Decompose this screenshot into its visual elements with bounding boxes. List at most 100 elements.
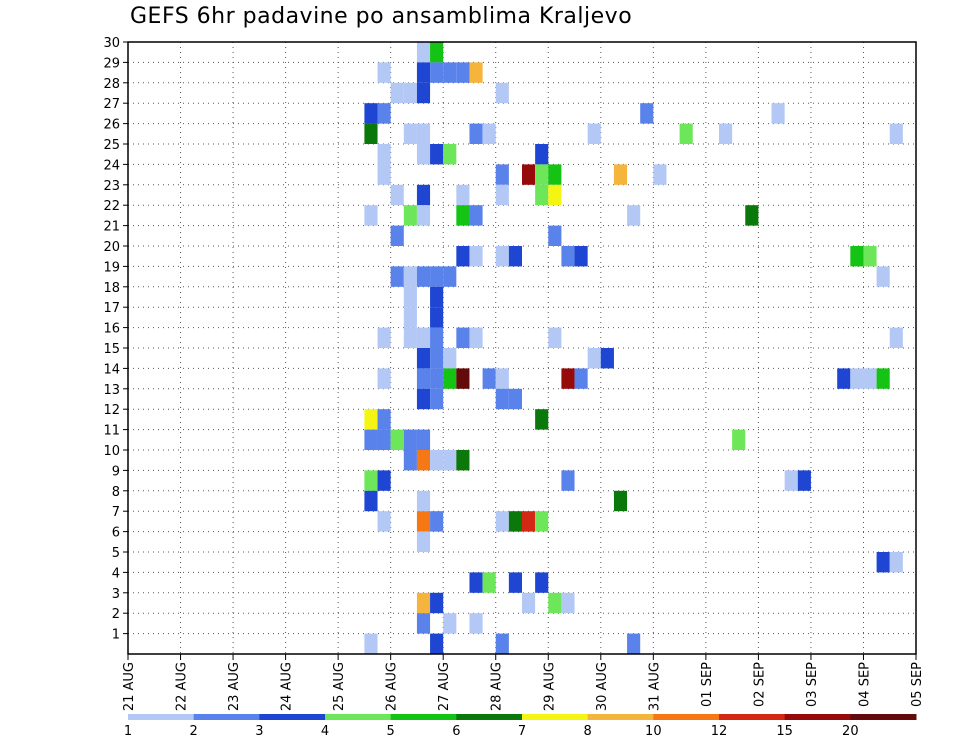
precip-cell	[863, 368, 877, 389]
precip-cell	[377, 470, 391, 491]
precip-cell	[508, 246, 522, 267]
precip-cell	[876, 368, 890, 389]
precip-cell	[403, 286, 417, 308]
legend-swatch	[456, 714, 523, 720]
precip-cell	[364, 429, 378, 450]
precip-cell	[430, 368, 444, 389]
precip-cell	[469, 246, 483, 267]
precip-cell	[430, 450, 444, 471]
precip-cell	[390, 82, 404, 104]
precip-cell	[443, 266, 457, 287]
precip-cell	[574, 246, 588, 267]
y-tick-label: 18	[103, 281, 120, 296]
precip-cell	[430, 307, 444, 328]
legend-swatch	[193, 714, 260, 720]
legend-swatch	[850, 714, 917, 720]
x-tick-label: 21 AUG	[122, 662, 137, 711]
precip-cell	[416, 613, 431, 634]
precip-cell	[364, 633, 378, 654]
precip-cell	[469, 123, 483, 144]
precip-cell	[403, 327, 417, 348]
precip-cell	[535, 409, 549, 430]
precip-cell	[561, 470, 575, 491]
precip-cell	[416, 531, 431, 552]
precip-cell	[416, 348, 431, 369]
y-tick-label: 24	[103, 158, 120, 173]
precip-cell	[837, 368, 851, 389]
y-tick-label: 2	[112, 607, 120, 622]
y-tick-label: 8	[112, 485, 120, 500]
precip-cell	[416, 388, 431, 410]
precip-cell	[430, 266, 444, 287]
precip-cell	[443, 450, 457, 471]
y-tick-label: 1	[112, 628, 120, 643]
precip-cell	[495, 368, 509, 389]
precip-cell	[548, 164, 562, 185]
legend-label: 20	[842, 724, 859, 739]
precip-cell	[679, 123, 693, 144]
precip-cell	[508, 572, 522, 593]
precip-cell	[430, 511, 444, 532]
legend-swatch	[784, 714, 851, 720]
x-tick-label: 28 AUG	[490, 662, 505, 711]
precip-cell	[416, 205, 431, 226]
precip-cell	[364, 470, 378, 491]
precip-cell	[430, 592, 444, 614]
precip-cell	[850, 246, 864, 267]
precip-cell	[508, 511, 522, 532]
y-tick-label: 27	[103, 97, 120, 112]
precip-cell	[377, 62, 391, 83]
precip-cell	[495, 184, 509, 206]
y-tick-label: 23	[103, 179, 120, 194]
precip-cell	[416, 82, 431, 104]
precip-cell	[745, 205, 759, 226]
precip-cell	[587, 348, 601, 369]
precip-cell	[364, 490, 378, 512]
x-tick-label: 26 AUG	[385, 662, 400, 711]
precip-cell	[416, 184, 431, 206]
precip-cell	[443, 613, 457, 634]
precip-cell	[797, 470, 811, 491]
precip-cell	[377, 144, 391, 165]
precip-cell	[732, 429, 746, 450]
y-tick-label: 29	[103, 56, 120, 71]
y-tick-label: 22	[103, 199, 120, 214]
precip-cell	[495, 511, 509, 532]
x-tick-label: 03 SEP	[805, 662, 820, 707]
legend-swatch	[390, 714, 457, 720]
precip-cell	[495, 82, 509, 104]
precip-cell	[469, 572, 483, 593]
legend-label: 5	[387, 724, 395, 739]
precip-cell	[522, 592, 536, 614]
precip-cell	[508, 388, 522, 410]
precip-cell	[784, 470, 798, 491]
precip-cell	[403, 123, 417, 144]
precip-cell	[443, 62, 457, 83]
precip-cell	[548, 327, 562, 348]
precip-cell	[364, 409, 378, 430]
precip-cell	[416, 450, 431, 471]
precip-cell	[482, 572, 496, 593]
precip-cell	[561, 246, 575, 267]
y-tick-label: 4	[112, 566, 120, 581]
y-tick-label: 28	[103, 77, 120, 92]
precip-cell	[416, 266, 431, 287]
y-tick-label: 25	[103, 138, 120, 153]
y-tick-label: 30	[103, 36, 120, 51]
precip-cell	[403, 205, 417, 226]
precip-cell	[443, 348, 457, 369]
y-tick-label: 17	[103, 301, 120, 316]
precip-cell	[876, 266, 890, 287]
y-tick-label: 3	[112, 587, 120, 602]
precip-cell	[495, 246, 509, 267]
precip-cell	[587, 123, 601, 144]
precip-cell	[495, 388, 509, 410]
y-tick-label: 9	[112, 464, 120, 479]
precip-cell	[548, 592, 562, 614]
precip-cell	[469, 327, 483, 348]
precip-cell	[548, 184, 562, 206]
chart-title: GEFS 6hr padavine po ansamblima Kraljevo	[130, 4, 633, 29]
y-tick-label: 19	[103, 260, 120, 275]
precip-cell	[364, 103, 378, 124]
precip-cell	[416, 327, 431, 348]
